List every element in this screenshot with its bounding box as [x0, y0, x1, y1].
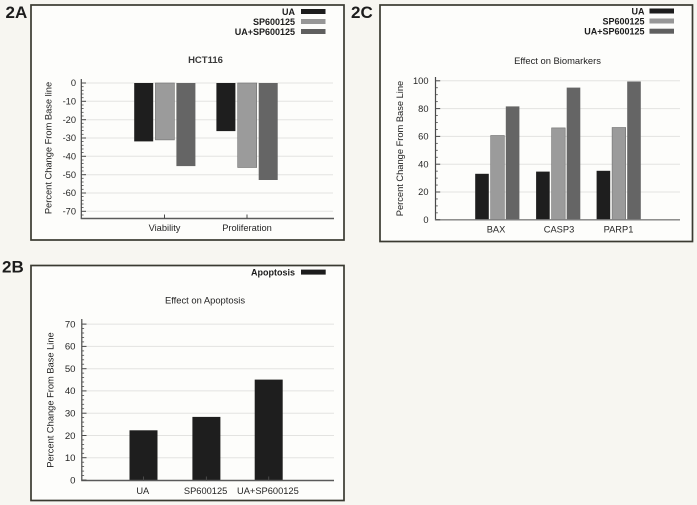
svg-text:20: 20	[65, 431, 76, 442]
svg-text:-10: -10	[63, 97, 76, 107]
svg-text:2B: 2B	[2, 257, 24, 276]
svg-text:-30: -30	[63, 133, 76, 143]
svg-text:-20: -20	[63, 115, 76, 125]
svg-text:Percent Change From Base Line: Percent Change From Base Line	[45, 332, 55, 467]
svg-text:UA+SP600125: UA+SP600125	[237, 486, 299, 496]
svg-text:10: 10	[65, 453, 76, 464]
svg-text:Proliferation: Proliferation	[222, 223, 272, 233]
svg-text:UA: UA	[282, 7, 295, 17]
svg-text:60: 60	[65, 342, 76, 353]
svg-text:HCT116: HCT116	[188, 55, 223, 66]
svg-text:2A: 2A	[6, 3, 28, 22]
svg-text:Effect on Biomarkers: Effect on Biomarkers	[514, 55, 601, 66]
svg-text:0: 0	[423, 215, 428, 225]
svg-text:2C: 2C	[351, 3, 373, 22]
svg-text:0: 0	[71, 78, 76, 88]
svg-text:-50: -50	[63, 170, 76, 180]
svg-text:UA+SP600125: UA+SP600125	[235, 27, 295, 37]
svg-text:UA: UA	[136, 486, 150, 496]
svg-text:60: 60	[418, 132, 428, 142]
svg-text:SP600125: SP600125	[602, 17, 644, 27]
svg-text:-60: -60	[63, 188, 76, 198]
svg-text:70: 70	[65, 319, 76, 330]
svg-text:Percent Change From Base line: Percent Change From Base line	[44, 82, 54, 214]
svg-text:PARP1: PARP1	[604, 225, 634, 235]
svg-text:Viability: Viability	[149, 223, 181, 233]
svg-text:Apoptosis: Apoptosis	[251, 267, 295, 277]
svg-text:20: 20	[418, 187, 428, 197]
svg-text:BAX: BAX	[487, 225, 506, 235]
svg-text:UA: UA	[632, 7, 645, 17]
svg-text:UA+SP600125: UA+SP600125	[584, 27, 644, 37]
svg-text:CASP3: CASP3	[544, 225, 575, 235]
svg-text:100: 100	[413, 76, 429, 86]
svg-text:-40: -40	[63, 152, 76, 162]
svg-text:-70: -70	[63, 207, 76, 217]
svg-text:30: 30	[65, 409, 76, 420]
svg-text:80: 80	[418, 104, 428, 114]
svg-text:SP600125: SP600125	[184, 486, 227, 496]
svg-text:40: 40	[65, 386, 76, 397]
svg-text:Effect on Apoptosis: Effect on Apoptosis	[165, 295, 245, 306]
svg-text:Percent Change From Base Line: Percent Change From Base Line	[395, 81, 405, 216]
svg-text:SP600125: SP600125	[253, 17, 295, 27]
svg-text:0: 0	[70, 475, 75, 486]
svg-text:50: 50	[65, 364, 76, 375]
svg-text:40: 40	[418, 159, 428, 169]
